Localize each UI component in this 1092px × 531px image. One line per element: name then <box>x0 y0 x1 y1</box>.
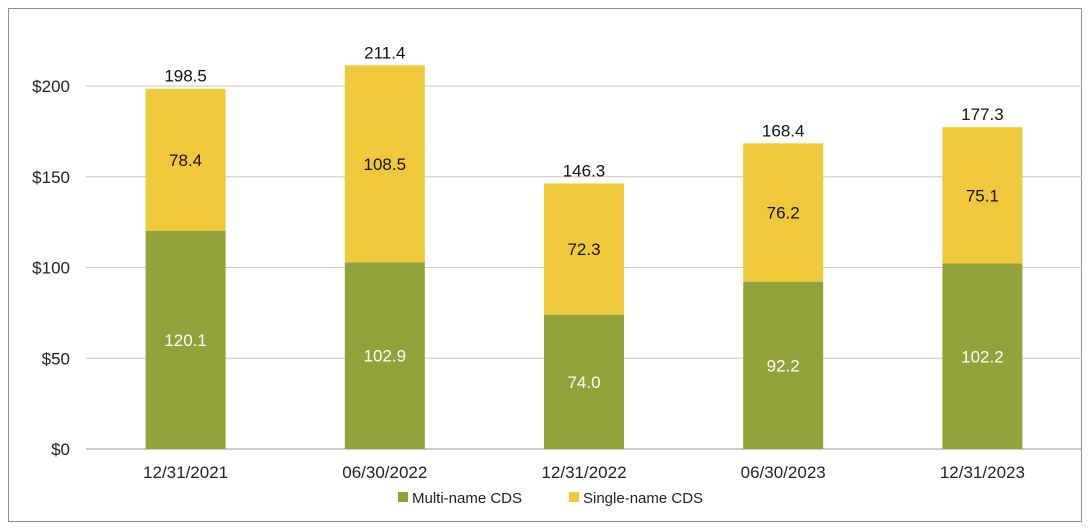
bar-segment-single-name <box>145 88 226 232</box>
bar-segment-multi-name <box>544 314 624 449</box>
legend-swatch <box>398 492 408 502</box>
bar-segment-multi-name <box>145 231 226 449</box>
bar-segment-single-name <box>544 183 624 315</box>
bars <box>145 65 1023 449</box>
y-tick-label: $150 <box>32 168 70 187</box>
data-label: 120.1 <box>164 331 207 350</box>
data-label: 92.2 <box>767 356 800 375</box>
bar-segment-multi-name <box>942 263 1023 449</box>
bar-segment-single-name <box>344 65 425 263</box>
x-tick-label: 06/30/2023 <box>741 463 826 482</box>
y-tick-label: $200 <box>32 77 70 96</box>
legend: Multi-name CDS Single-name CDS <box>398 490 703 507</box>
data-label: 75.1 <box>966 186 999 205</box>
data-label: 76.2 <box>767 204 800 223</box>
y-tick-label: $0 <box>51 440 70 459</box>
bar-segment-single-name <box>942 127 1023 264</box>
data-label: 108.5 <box>364 155 407 174</box>
x-tick-label: 06/30/2022 <box>342 463 427 482</box>
x-tick-label: 12/31/2022 <box>541 463 626 482</box>
data-label: 74.0 <box>567 373 600 392</box>
total-label: 211.4 <box>364 43 405 62</box>
y-tick-label: $50 <box>42 349 70 368</box>
bar-segment-multi-name <box>743 281 824 449</box>
total-label: 198.5 <box>164 67 207 86</box>
data-label: 78.4 <box>169 151 202 170</box>
labels: $0 $50 $100 $150 $200 120.1 78.4 198.5 12/31/202… <box>32 43 1025 482</box>
x-tick-label: 12/31/2021 <box>143 463 228 482</box>
total-label: 168.4 <box>762 121 805 140</box>
total-label: 146.3 <box>563 161 606 180</box>
legend-label: Single-name CDS <box>583 490 703 507</box>
data-label: 102.9 <box>364 347 407 366</box>
bar-segment-single-name <box>743 143 824 282</box>
x-tick-label: 12/31/2023 <box>940 463 1025 482</box>
y-tick-label: $100 <box>32 259 70 278</box>
legend-label: Multi-name CDS <box>412 490 522 507</box>
data-label: 72.3 <box>567 240 600 259</box>
data-label: 102.2 <box>961 347 1004 366</box>
legend-swatch <box>569 492 579 502</box>
bar-segment-multi-name <box>344 262 425 449</box>
total-label: 177.3 <box>961 105 1004 124</box>
